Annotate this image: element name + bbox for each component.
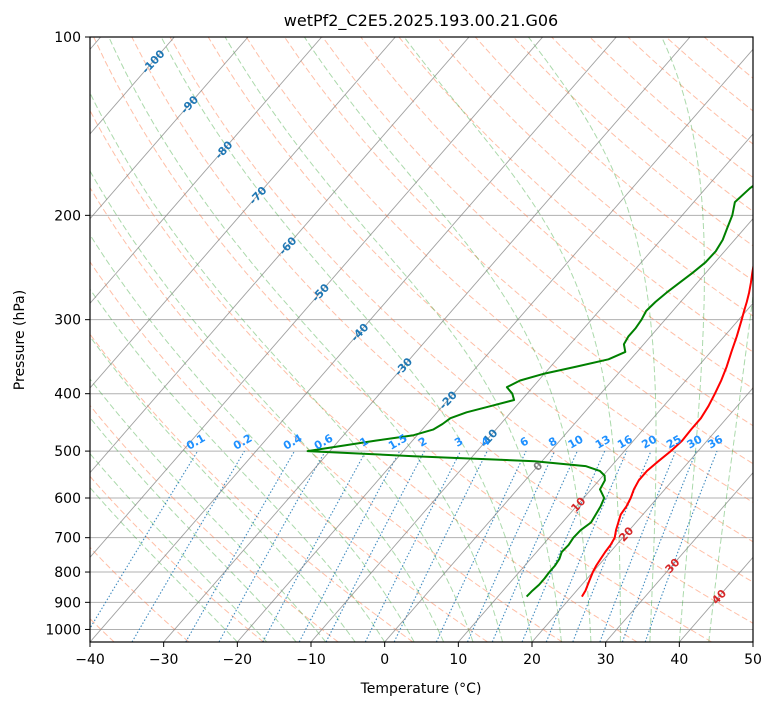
dry-adiabat [284, 37, 753, 465]
moist-adiabats [90, 37, 753, 642]
y-tick-label: 500 [54, 444, 81, 460]
x-tick-label: −20 [223, 652, 253, 668]
moist-adiabat [90, 486, 238, 642]
isotherm-line [236, 48, 753, 642]
mixing-ratio-line [599, 450, 677, 642]
y-tick-label: 600 [54, 491, 81, 507]
isotherm-line [457, 302, 753, 642]
moist-adiabat [90, 91, 474, 642]
moist-adiabat [90, 416, 297, 642]
y-tick-label: 700 [54, 531, 81, 547]
x-tick-label: 0 [380, 652, 389, 668]
x-tick-label: 30 [597, 652, 615, 668]
dry-adiabat [90, 404, 339, 642]
y-tick-label: 400 [54, 387, 81, 403]
y-axis-title: Pressure (hPa) [12, 290, 28, 390]
moist-adiabat [160, 37, 533, 642]
mixing-ratio-line [325, 450, 425, 642]
dry-adiabat [169, 37, 753, 583]
dry-adiabat [90, 475, 264, 642]
mixing-ratio-line [364, 450, 462, 642]
dry-adiabat [90, 186, 563, 642]
mixing-ratio-line [572, 450, 652, 642]
mixing-ratio-line [90, 450, 199, 630]
y-tick-label: 300 [54, 313, 81, 329]
dry-adiabat [90, 260, 488, 642]
moist-adiabat [528, 37, 657, 642]
moist-adiabat [90, 288, 386, 642]
dry-adiabat [207, 37, 753, 543]
mixing-ratio-line [435, 450, 527, 642]
isotherm-line [90, 37, 617, 642]
isotherm-line [90, 37, 470, 474]
dry-adiabat [398, 37, 753, 353]
isotherm-line [90, 37, 544, 559]
mixing-ratio-line [218, 450, 326, 642]
y-tick-label: 800 [54, 565, 81, 581]
mixing-ratio-line [644, 450, 718, 642]
dry-adiabat [90, 109, 638, 642]
isotherm-line [384, 217, 753, 642]
x-tick-label: 20 [523, 652, 541, 668]
isotherm-line [163, 37, 691, 642]
mixing-ratio-line [466, 450, 556, 642]
moist-adiabat [303, 37, 592, 642]
profiles [306, 184, 753, 598]
mixing-ratio-line [298, 450, 401, 642]
moist-adiabat [108, 37, 503, 642]
moist-adiabat [403, 37, 621, 642]
plot-area: -100-90-80-70-60-50-40-30-20-10010203040… [90, 37, 753, 642]
dry-adiabats [90, 37, 753, 642]
x-tick-label: −40 [75, 652, 105, 668]
temperature-profile [581, 262, 753, 598]
moist-adiabat [708, 291, 753, 642]
x-axis-title: Temperature (°C) [360, 681, 482, 697]
moist-adiabat [224, 37, 562, 642]
isotherm-line [605, 471, 753, 642]
isotherm-line [310, 133, 753, 642]
isotherm-line [90, 37, 249, 220]
mixing-ratio-line [545, 450, 628, 642]
chart-title: wetPf2_C2E5.2025.193.00.21.G06 [284, 11, 558, 31]
isotherm-line [90, 37, 396, 389]
moist-adiabat [90, 452, 268, 642]
x-tick-label: −10 [296, 652, 326, 668]
moist-adiabat [661, 37, 705, 642]
isotherms [90, 37, 753, 642]
x-axis-ticks: −40 −30 −20 −10 0 10 20 30 40 50 [75, 642, 762, 668]
x-tick-label: 50 [744, 652, 762, 668]
dry-adiabat [93, 37, 712, 642]
x-tick-label: −30 [149, 652, 179, 668]
moist-adiabat [90, 169, 445, 642]
isotherm-line [90, 37, 323, 304]
mixing-ratio-line [262, 450, 367, 642]
mixing-ratio-line [621, 450, 697, 642]
plot-frame [89, 36, 754, 643]
dry-adiabat [322, 37, 753, 427]
x-tick-label: 40 [670, 652, 688, 668]
dry-adiabat [131, 37, 753, 624]
x-tick-label: 10 [449, 652, 467, 668]
y-tick-label: 900 [54, 595, 81, 611]
y-tick-label: 200 [54, 208, 81, 224]
y-tick-label: 100 [54, 30, 81, 46]
dewpoint-profile [306, 184, 753, 598]
y-tick-label: 1000 [45, 622, 81, 638]
isotherm-line [531, 387, 753, 642]
moist-adiabat [90, 378, 327, 642]
y-axis-ticks: 100 200 300 400 500 600 700 800 900 1000 [45, 30, 90, 638]
pressure-gridlines [90, 37, 753, 630]
